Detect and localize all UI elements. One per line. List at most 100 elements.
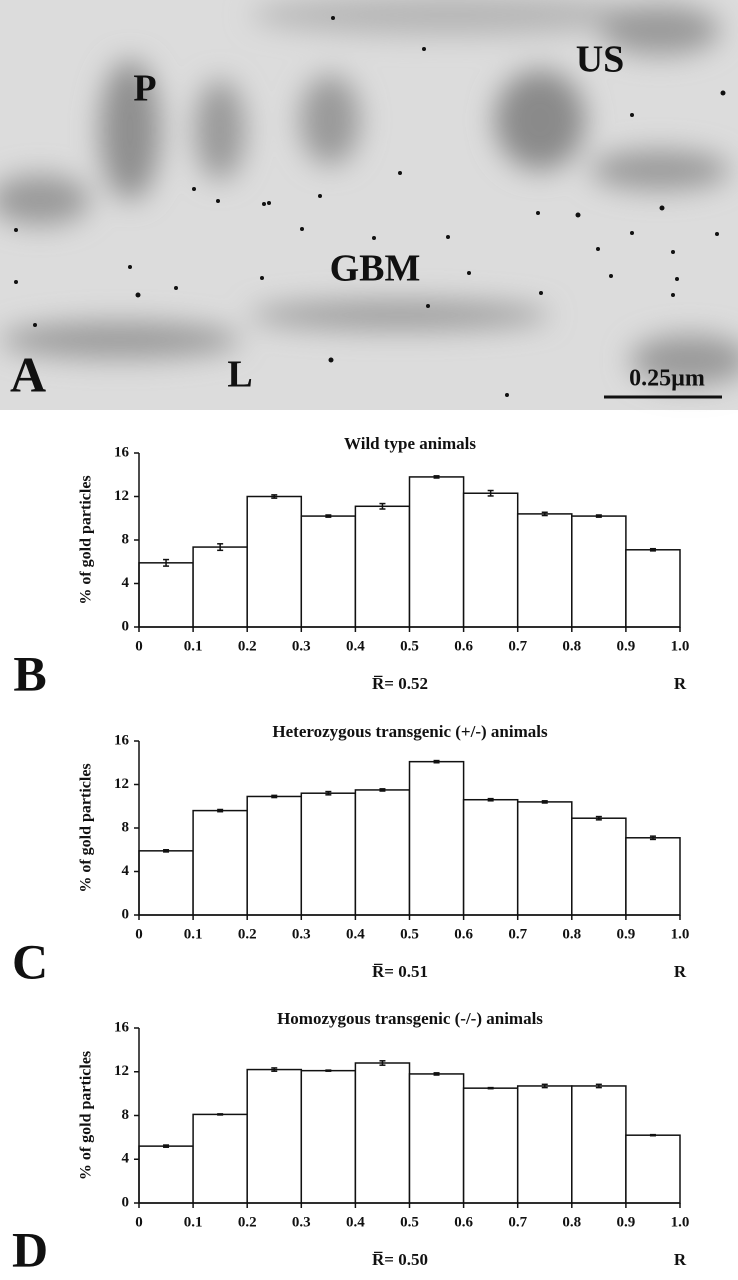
error-bar [649, 835, 656, 841]
error-bar [379, 502, 386, 510]
panel-label: A [10, 346, 46, 402]
panel-label: B [13, 645, 46, 701]
chart-title: Homozygous transgenic (-/-) animals [277, 1009, 543, 1028]
bar [354, 789, 411, 916]
error-bar [379, 788, 386, 792]
y-axis-label: % of gold particles [78, 475, 95, 604]
y-tick-label: 4 [122, 575, 130, 591]
x-tick-label: 0.2 [238, 926, 257, 942]
x-axis-label: R [674, 674, 687, 693]
error-bar [541, 800, 548, 804]
error-bar [379, 1060, 386, 1066]
x-tick-label: 0.4 [346, 926, 365, 942]
micrograph-texture [0, 0, 738, 385]
x-tick-label: 0 [135, 926, 143, 942]
x-tick-label: 0 [135, 638, 143, 654]
error-bar [163, 558, 170, 567]
x-tick-label: 1.0 [671, 638, 690, 654]
mean-label: R̅= 0.52 [372, 674, 428, 693]
x-tick-label: 0.6 [454, 926, 473, 942]
x-tick-label: 0.2 [238, 638, 257, 654]
error-bar [433, 1072, 440, 1076]
x-tick-label: 0.6 [454, 638, 473, 654]
panel-label: C [12, 933, 48, 989]
x-tick-label: 1.0 [671, 926, 690, 942]
bar [138, 562, 194, 628]
bar [571, 817, 627, 916]
error-bar [595, 815, 602, 821]
error-bar [271, 494, 278, 499]
y-tick-label: 0 [122, 1194, 130, 1210]
x-tick-label: 0.1 [184, 1214, 203, 1230]
bar [300, 792, 357, 916]
error-bar [649, 1133, 656, 1137]
bar [408, 476, 465, 628]
x-tick-label: 1.0 [671, 1214, 690, 1230]
panel-label: D [12, 1221, 48, 1277]
bar [138, 850, 194, 916]
y-tick-label: 0 [122, 618, 130, 634]
y-tick-label: 12 [114, 488, 129, 504]
x-tick-label: 0.4 [346, 1214, 365, 1230]
y-tick-label: 8 [122, 819, 130, 835]
bar [354, 1062, 411, 1204]
bar [625, 1134, 681, 1204]
x-tick-label: 0.3 [292, 638, 311, 654]
x-axis-label: R [674, 1250, 687, 1269]
bar [300, 515, 357, 628]
bar [246, 495, 303, 628]
error-bar [433, 759, 440, 764]
x-tick-label: 0.5 [400, 638, 419, 654]
error-bar [271, 1067, 278, 1072]
bar [516, 801, 573, 916]
error-bar [217, 1113, 224, 1116]
x-tick-label: 0.8 [562, 926, 581, 942]
y-tick-label: 16 [114, 732, 130, 748]
structure-label: P [133, 68, 156, 110]
y-tick-label: 12 [114, 1063, 129, 1079]
x-tick-label: 0.1 [184, 638, 203, 654]
error-bar [595, 514, 602, 518]
error-bar [487, 489, 494, 497]
bar [354, 505, 411, 628]
chart-title: Wild type animals [344, 434, 476, 453]
bar [462, 798, 519, 916]
micrograph: P US GBM L A 0.25µm [0, 0, 738, 410]
y-tick-label: 4 [122, 1151, 130, 1167]
bar [408, 1073, 465, 1204]
bar [192, 809, 248, 916]
error-bar [217, 543, 224, 552]
x-tick-label: 0.7 [508, 638, 527, 654]
x-tick-label: 0.2 [238, 1214, 257, 1230]
bar [246, 1068, 303, 1204]
bar [625, 837, 681, 916]
x-tick-label: 0.6 [454, 1214, 473, 1230]
y-tick-label: 16 [114, 1019, 130, 1035]
error-bar [541, 511, 548, 517]
structure-label: L [227, 354, 252, 396]
x-tick-label: 0.3 [292, 1214, 311, 1230]
error-bar [541, 1083, 548, 1089]
bar [516, 1085, 573, 1204]
error-bar [649, 547, 656, 552]
bar [192, 1113, 248, 1204]
y-tick-label: 8 [122, 531, 130, 547]
x-tick-label: 0.7 [508, 1214, 527, 1230]
structure-label: GBM [330, 248, 421, 290]
x-tick-label: 0.3 [292, 926, 311, 942]
bar [408, 760, 465, 916]
gold-particles [14, 16, 726, 397]
bar [138, 1145, 194, 1204]
error-bar [325, 514, 332, 518]
error-bar [487, 1086, 494, 1090]
x-tick-label: 0.5 [400, 926, 419, 942]
error-bar [217, 808, 224, 813]
error-bar [325, 1069, 332, 1072]
y-tick-label: 12 [114, 776, 129, 792]
x-tick-label: 0.7 [508, 926, 527, 942]
error-bar [433, 475, 440, 479]
x-axis-label: R [674, 962, 687, 981]
y-axis-label: % of gold particles [78, 763, 95, 892]
